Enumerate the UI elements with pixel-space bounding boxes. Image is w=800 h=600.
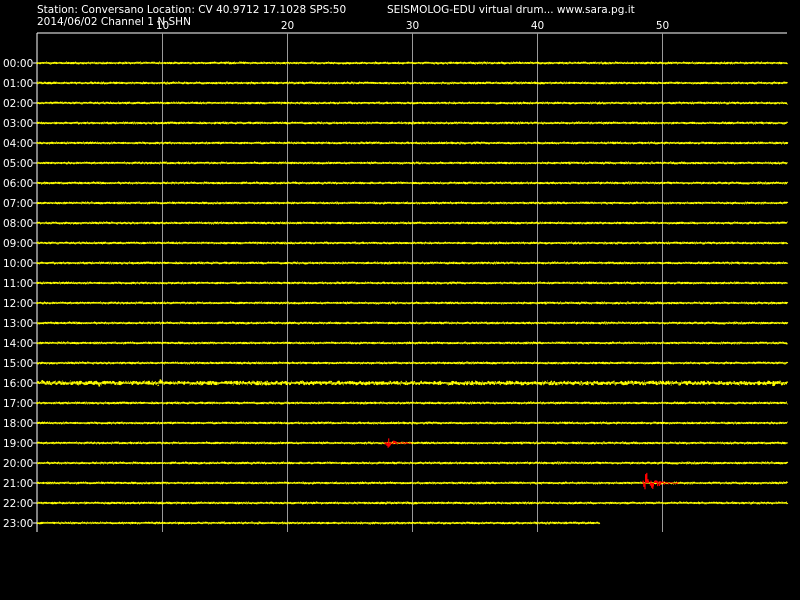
row-time-label: 16:00 xyxy=(3,378,33,390)
app-brand: SEISMOLOG-EDU virtual drum... www.sara.p… xyxy=(387,4,635,16)
row-time-label: 17:00 xyxy=(3,398,33,410)
row-time-label: 03:00 xyxy=(3,118,33,130)
x-tick-label: 40 xyxy=(531,20,544,32)
x-tick-label: 30 xyxy=(406,20,419,32)
row-time-label: 11:00 xyxy=(3,278,33,290)
row-time-label: 09:00 xyxy=(3,238,33,250)
row-time-label: 22:00 xyxy=(3,498,33,510)
x-tick-label: 20 xyxy=(281,20,294,32)
x-tick-label: 10 xyxy=(156,20,169,32)
x-tick-label: 50 xyxy=(656,20,669,32)
row-time-label: 23:00 xyxy=(3,518,33,530)
row-time-label: 12:00 xyxy=(3,298,33,310)
row-time-label: 10:00 xyxy=(3,258,33,270)
row-time-label: 01:00 xyxy=(3,78,33,90)
row-time-label: 04:00 xyxy=(3,138,33,150)
row-time-label: 19:00 xyxy=(3,438,33,450)
row-time-label: 05:00 xyxy=(3,158,33,170)
row-time-label: 20:00 xyxy=(3,458,33,470)
seismic-event-1900 xyxy=(383,438,413,448)
station-info: Station: Conversano Location: CV 40.9712… xyxy=(37,4,347,16)
date-channel-info: 2014/06/02 Channel 1 N SHN xyxy=(37,16,191,28)
row-time-label: 15:00 xyxy=(3,358,33,370)
row-time-label: 14:00 xyxy=(3,338,33,350)
row-time-label: 02:00 xyxy=(3,98,33,110)
row-time-label: 08:00 xyxy=(3,218,33,230)
row-time-label: 07:00 xyxy=(3,198,33,210)
row-time-label: 21:00 xyxy=(3,478,33,490)
seismic-event-2100 xyxy=(642,472,680,490)
row-time-label: 18:00 xyxy=(3,418,33,430)
row-time-label: 06:00 xyxy=(3,178,33,190)
row-time-label: 00:00 xyxy=(3,58,33,70)
row-time-label: 13:00 xyxy=(3,318,33,330)
